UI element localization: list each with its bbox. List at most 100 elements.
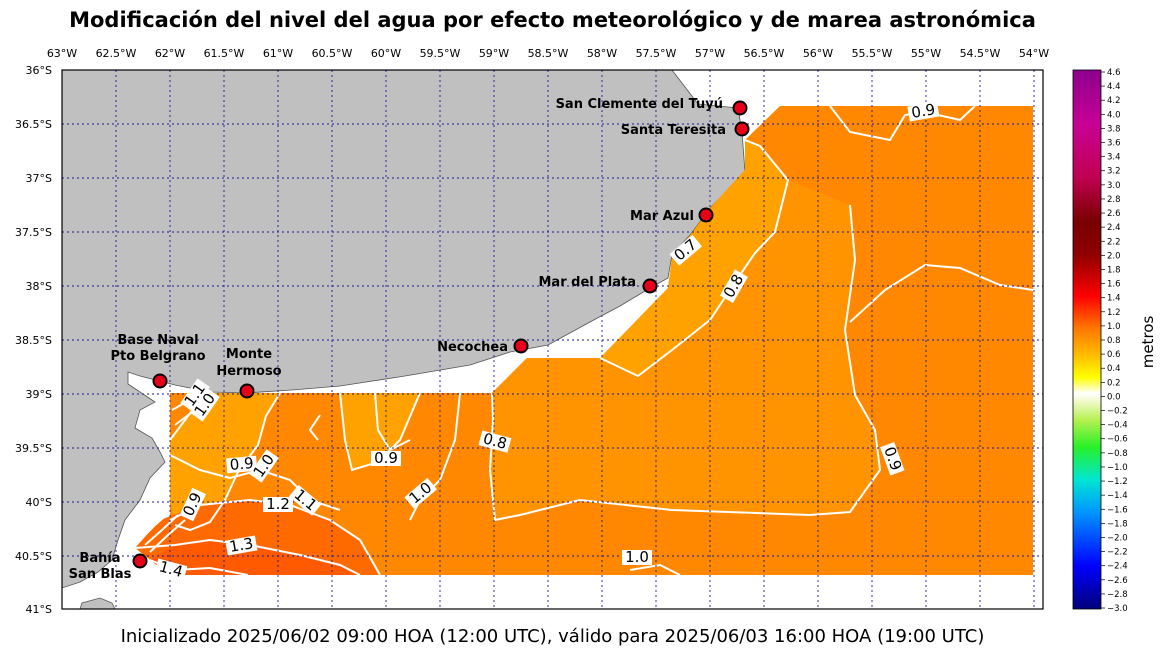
station-label: Mar del Plata — [539, 275, 637, 290]
lon-tick: 62.5°W — [96, 47, 137, 60]
colorbar-tick-label: 0.8 — [1107, 336, 1121, 346]
map-footer: Inicializado 2025/06/02 09:00 HOA (12:00… — [120, 626, 985, 647]
colorbar-unit: metros — [1139, 316, 1157, 369]
colorbar-gradient — [1072, 69, 1102, 610]
colorbar-tick-label: 2.4 — [1107, 223, 1121, 233]
lat-tick: 36.5°S — [15, 118, 52, 131]
map-title: Modificación del nivel del agua por efec… — [69, 8, 1036, 32]
colorbar-tick-label: −1.8 — [1107, 519, 1128, 529]
station-label: Base Naval — [117, 333, 198, 348]
colorbar-tick-label: −2.4 — [1107, 562, 1128, 572]
lat-tick: 38°S — [26, 280, 52, 293]
lon-tick: 56°W — [803, 47, 833, 60]
colorbar-tick-label: −1.0 — [1107, 463, 1128, 473]
station-label: Mar Azul — [630, 209, 694, 224]
colorbar-tick-label: 4.4 — [1107, 82, 1121, 92]
station-label: Monte — [226, 347, 272, 362]
contour-label: 0.9 — [374, 449, 398, 467]
lat-tick: 36°S — [26, 64, 52, 77]
colorbar-tick-label: 3.2 — [1107, 167, 1121, 177]
colorbar-tick-label: −2.0 — [1107, 533, 1128, 543]
station-marker[interactable] — [732, 100, 748, 116]
colorbar-tick-label: −2.2 — [1107, 548, 1128, 558]
colorbar-tick-label: −2.8 — [1107, 590, 1128, 600]
lon-tick: 62°W — [155, 47, 185, 60]
colorbar-tick-label: −0.4 — [1107, 421, 1128, 431]
colorbar-tick-label: 3.8 — [1107, 124, 1121, 134]
latitude-axis: 36°S 36.5°S 37°S 37.5°S 38°S 38.5°S 39°S… — [15, 64, 52, 616]
colorbar-tick-label: 1.2 — [1107, 308, 1121, 318]
colorbar-tick-label: 2.2 — [1107, 237, 1121, 247]
lon-tick: 58.5°W — [528, 47, 569, 60]
station-marker[interactable] — [513, 338, 529, 354]
colorbar-tick-label: 1.4 — [1107, 294, 1121, 304]
land-mass-south — [79, 597, 116, 609]
longitude-axis: 63°W 62.5°W 62°W 61.5°W 61°W 60.5°W 60°W… — [47, 47, 1049, 60]
plot-area — [62, 70, 1043, 609]
colorbar-tick-label: −3.0 — [1107, 604, 1128, 614]
station-label: Santa Teresita — [621, 123, 726, 138]
colorbar-tick-label: 4.0 — [1107, 110, 1121, 120]
lon-tick: 61°W — [263, 47, 293, 60]
lon-tick: 54°W — [1019, 47, 1049, 60]
field-highest-southwest — [150, 540, 360, 575]
lat-tick: 37°S — [26, 172, 52, 185]
colorbar-tick-label: −0.2 — [1107, 407, 1128, 417]
lat-tick: 40.5°S — [15, 550, 52, 563]
colorbar-tick-label: 3.4 — [1107, 153, 1121, 163]
colorbar-tick-label: −1.4 — [1107, 491, 1128, 501]
lat-tick: 39°S — [26, 388, 52, 401]
colorbar-tick-label: 0.2 — [1107, 378, 1121, 388]
station-marker[interactable] — [152, 373, 168, 389]
plot-frame — [61, 69, 1044, 610]
colorbar: 4.6 4.4 4.2 4.0 3.8 3.6 3.4 3.2 3.0 2.8 2.6 2.4 2.2 2… — [1072, 68, 1157, 614]
colorbar-tick-label: 1.8 — [1107, 265, 1121, 275]
colorbar-tick-label: −1.6 — [1107, 505, 1128, 515]
lat-tick: 37.5°S — [15, 226, 52, 239]
contour-label: 0.8 — [481, 429, 509, 453]
station-label: Pto Belgrano — [110, 349, 205, 364]
lon-tick: 57°W — [695, 47, 725, 60]
colorbar-tick-label: 4.2 — [1107, 96, 1121, 106]
contour-label: 1.3 — [228, 534, 255, 556]
station-marker[interactable] — [698, 207, 714, 223]
station-marker[interactable] — [642, 278, 658, 294]
colorbar-tick-label: 0.0 — [1107, 392, 1121, 402]
stations: San Clemente del Tuyú Santa Teresita Mar… — [69, 97, 750, 582]
grid-lines — [62, 70, 1043, 609]
station-marker[interactable] — [239, 383, 255, 399]
station-marker[interactable] — [132, 553, 148, 569]
colorbar-tick-label: −1.2 — [1107, 477, 1128, 487]
colorbar-tick-label: 2.8 — [1107, 195, 1121, 205]
contour-label: 1.0 — [625, 548, 649, 566]
colorbar-tick-label: 4.6 — [1107, 68, 1121, 78]
lon-tick: 59.5°W — [420, 47, 461, 60]
station-marker[interactable] — [734, 121, 750, 137]
colorbar-tick-label: 0.6 — [1107, 350, 1121, 360]
colorbar-tick-label: −0.8 — [1107, 449, 1128, 459]
station-label: San Blas — [69, 567, 132, 582]
colorbar-tick-label: 3.0 — [1107, 181, 1121, 191]
colorbar-tick-label: 3.6 — [1107, 139, 1121, 149]
lat-tick: 38.5°S — [15, 334, 52, 347]
station-label: San Clemente del Tuyú — [556, 97, 723, 112]
lat-tick: 41°S — [26, 603, 52, 616]
lat-tick: 40°S — [26, 496, 52, 509]
lon-tick: 55.5°W — [852, 47, 893, 60]
lon-tick: 56.5°W — [744, 47, 785, 60]
field-low-east — [600, 140, 788, 376]
contour-label: 1.2 — [266, 495, 290, 513]
colorbar-ticks: 4.6 4.4 4.2 4.0 3.8 3.6 3.4 3.2 3.0 2.8 2.6 2.4 2.2 2… — [1101, 68, 1128, 614]
lon-tick: 60°W — [371, 47, 401, 60]
field-low-mid — [490, 180, 880, 520]
colorbar-tick-label: 1.6 — [1107, 280, 1121, 290]
station-label: Hermoso — [216, 364, 281, 379]
contour-label: 1.4 — [157, 557, 185, 581]
station-label: Necochea — [437, 340, 508, 355]
lon-tick: 54.5°W — [960, 47, 1001, 60]
colorbar-tick-label: 0.4 — [1107, 364, 1121, 374]
lat-tick: 39.5°S — [15, 442, 52, 455]
colorbar-tick-label: −2.6 — [1107, 576, 1128, 586]
colorbar-tick-label: 2.0 — [1107, 251, 1121, 261]
